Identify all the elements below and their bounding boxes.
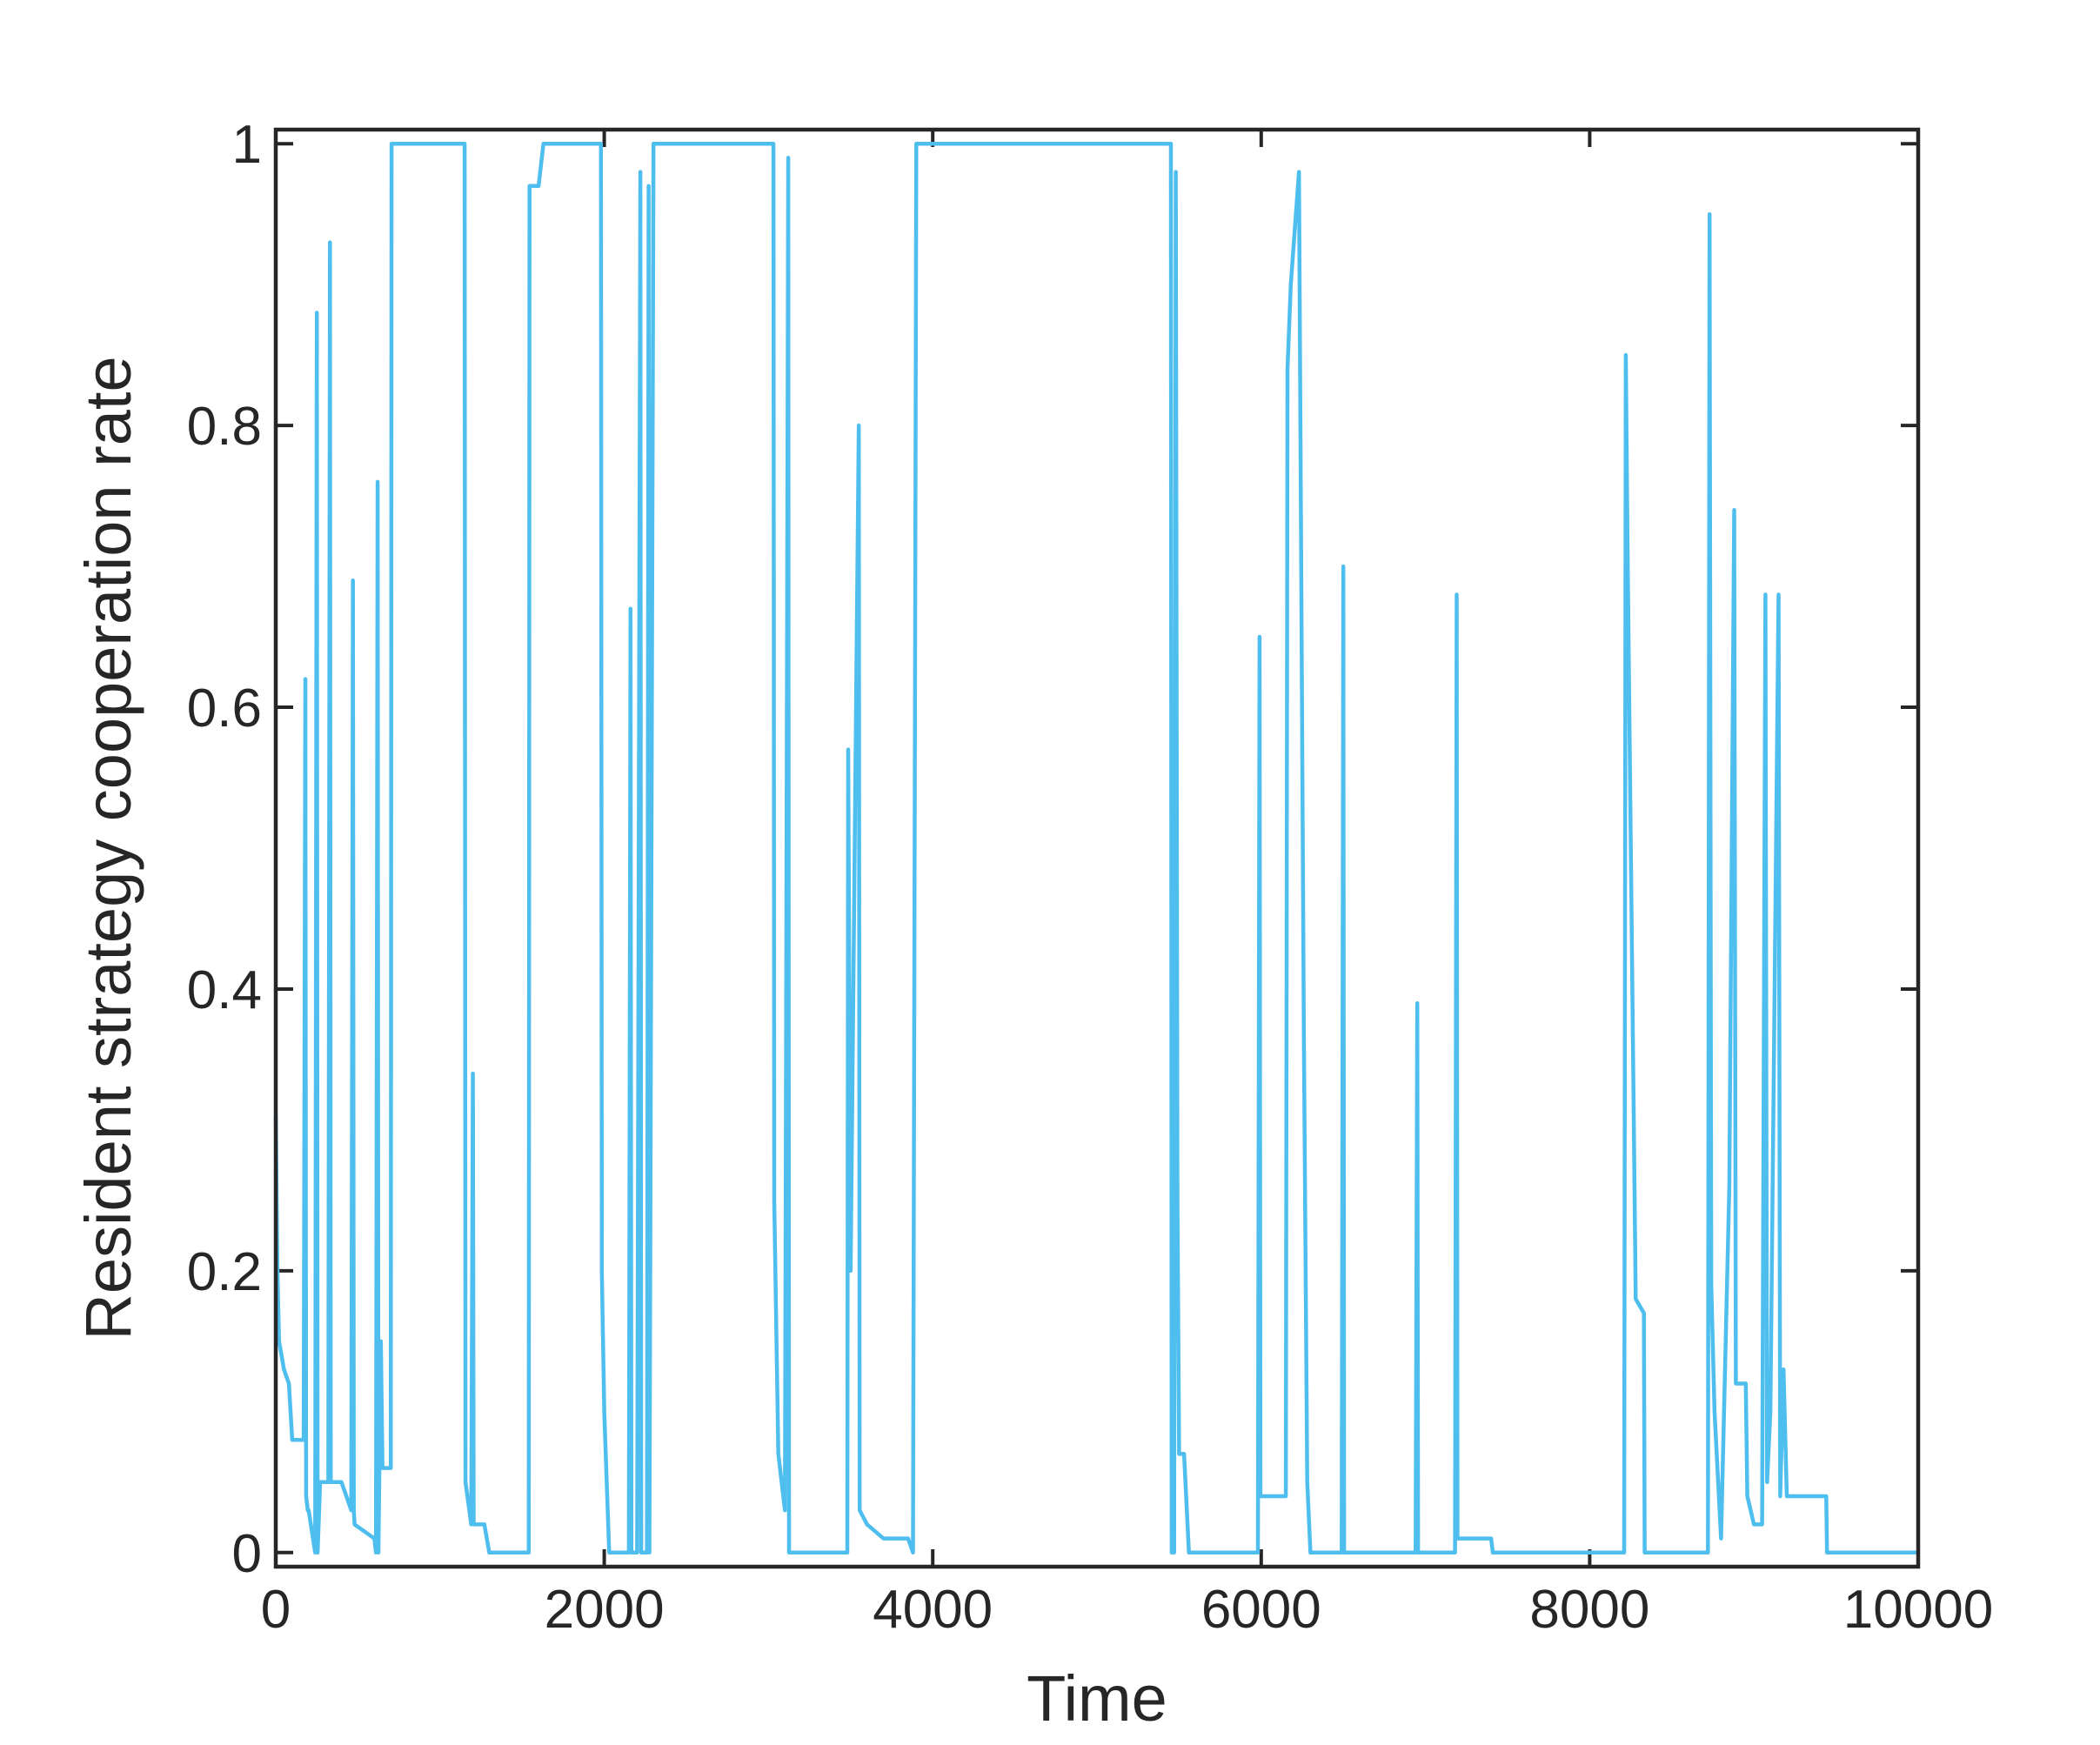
x-tick-label: 6000: [1201, 1580, 1321, 1640]
y-tick-label: 0: [232, 1524, 262, 1584]
x-tick-label: 10000: [1843, 1580, 1993, 1640]
x-tick-label: 2000: [545, 1580, 665, 1640]
y-tick-label: 1: [232, 115, 262, 175]
y-tick-label: 0.4: [187, 960, 262, 1020]
x-tick-label: 4000: [873, 1580, 993, 1640]
y-tick-label: 0.6: [187, 679, 262, 739]
y-tick-label: 0.2: [187, 1242, 262, 1302]
y-tick-label: 0.8: [187, 397, 262, 457]
axes-box: [273, 127, 1921, 1569]
x-axis-label: Time: [1027, 1662, 1167, 1735]
x-tick-label: 0: [261, 1580, 291, 1640]
x-tick-label: 8000: [1529, 1580, 1649, 1640]
y-axis-label: Resident strategy cooperation rate: [72, 356, 144, 1340]
data-line: [273, 141, 1918, 1555]
